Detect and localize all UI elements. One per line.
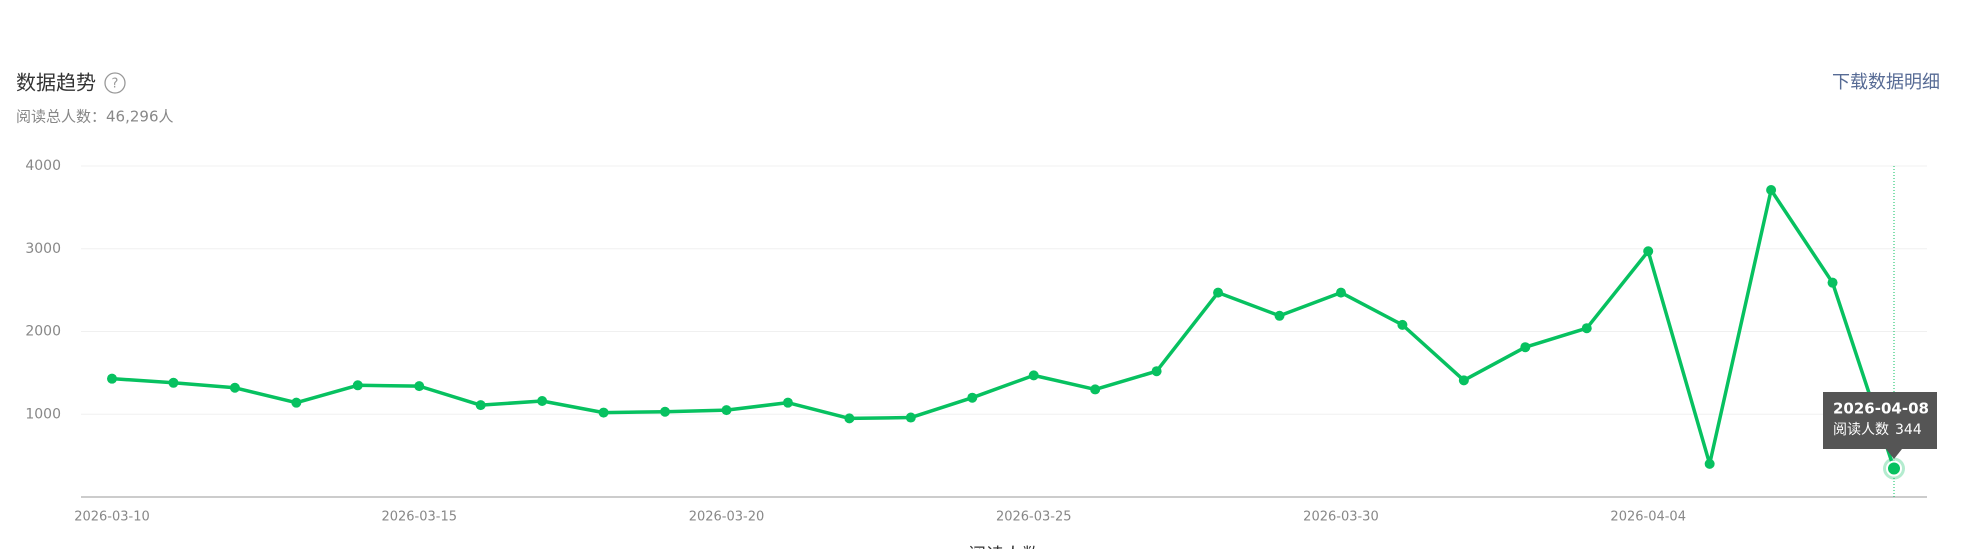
point [598, 407, 609, 418]
download-link[interactable]: 下载数据明细 [1832, 72, 1940, 93]
point [844, 413, 855, 424]
point [1581, 323, 1592, 334]
y-tick-label: 1000 [25, 406, 61, 422]
tooltip-value: 344 [1895, 422, 1922, 438]
point [1886, 460, 1902, 477]
y-tick-label: 2000 [25, 324, 61, 340]
tooltip-box [1823, 392, 1937, 449]
point [475, 400, 486, 411]
x-tick-label: 2026-04-04 [1610, 510, 1686, 525]
x-tick-label: 2026-03-25 [996, 510, 1072, 525]
point [1397, 319, 1408, 330]
point [1766, 184, 1777, 195]
point [291, 397, 302, 408]
y-tick-label: 4000 [25, 158, 61, 174]
help-icon[interactable]: ? [104, 72, 126, 94]
point [1704, 458, 1715, 469]
point [1827, 277, 1838, 288]
point [660, 406, 671, 417]
tooltip-series: 阅读人数 [1833, 421, 1889, 438]
point [1335, 287, 1346, 298]
svg-text:?: ? [112, 77, 119, 92]
point [782, 397, 793, 408]
point [1458, 375, 1469, 386]
tooltip-arrow [1886, 449, 1902, 459]
point [229, 382, 240, 393]
point [1213, 287, 1224, 298]
point [537, 396, 548, 407]
point [1028, 370, 1039, 381]
point [1090, 384, 1101, 395]
tooltip: 2026-04-08 阅读人数 344 [1823, 392, 1937, 459]
point [1520, 342, 1531, 353]
point [721, 405, 732, 416]
legend-label: 阅读人数 [968, 545, 1040, 549]
point [168, 377, 179, 388]
section-title: 数据趋势 [16, 71, 96, 95]
tooltip-row: 阅读人数 344 [1833, 421, 1922, 438]
point [1643, 246, 1654, 257]
summary: 阅读总人数：46,296人 [16, 108, 174, 126]
tooltip-date: 2026-04-08 [1833, 400, 1929, 418]
x-tick-label: 2026-03-20 [689, 510, 765, 525]
x-tick-label: 2026-03-15 [381, 510, 457, 525]
x-tick-label: 2026-03-10 [74, 510, 150, 525]
point [1274, 310, 1285, 321]
line [111, 188, 1896, 470]
point [352, 380, 363, 391]
point [1151, 366, 1162, 377]
point [905, 412, 916, 423]
point [967, 392, 978, 403]
point [414, 381, 425, 392]
y-tick-label: 3000 [25, 241, 61, 257]
point [107, 373, 117, 384]
x-tick-label: 2026-03-30 [1303, 510, 1379, 525]
